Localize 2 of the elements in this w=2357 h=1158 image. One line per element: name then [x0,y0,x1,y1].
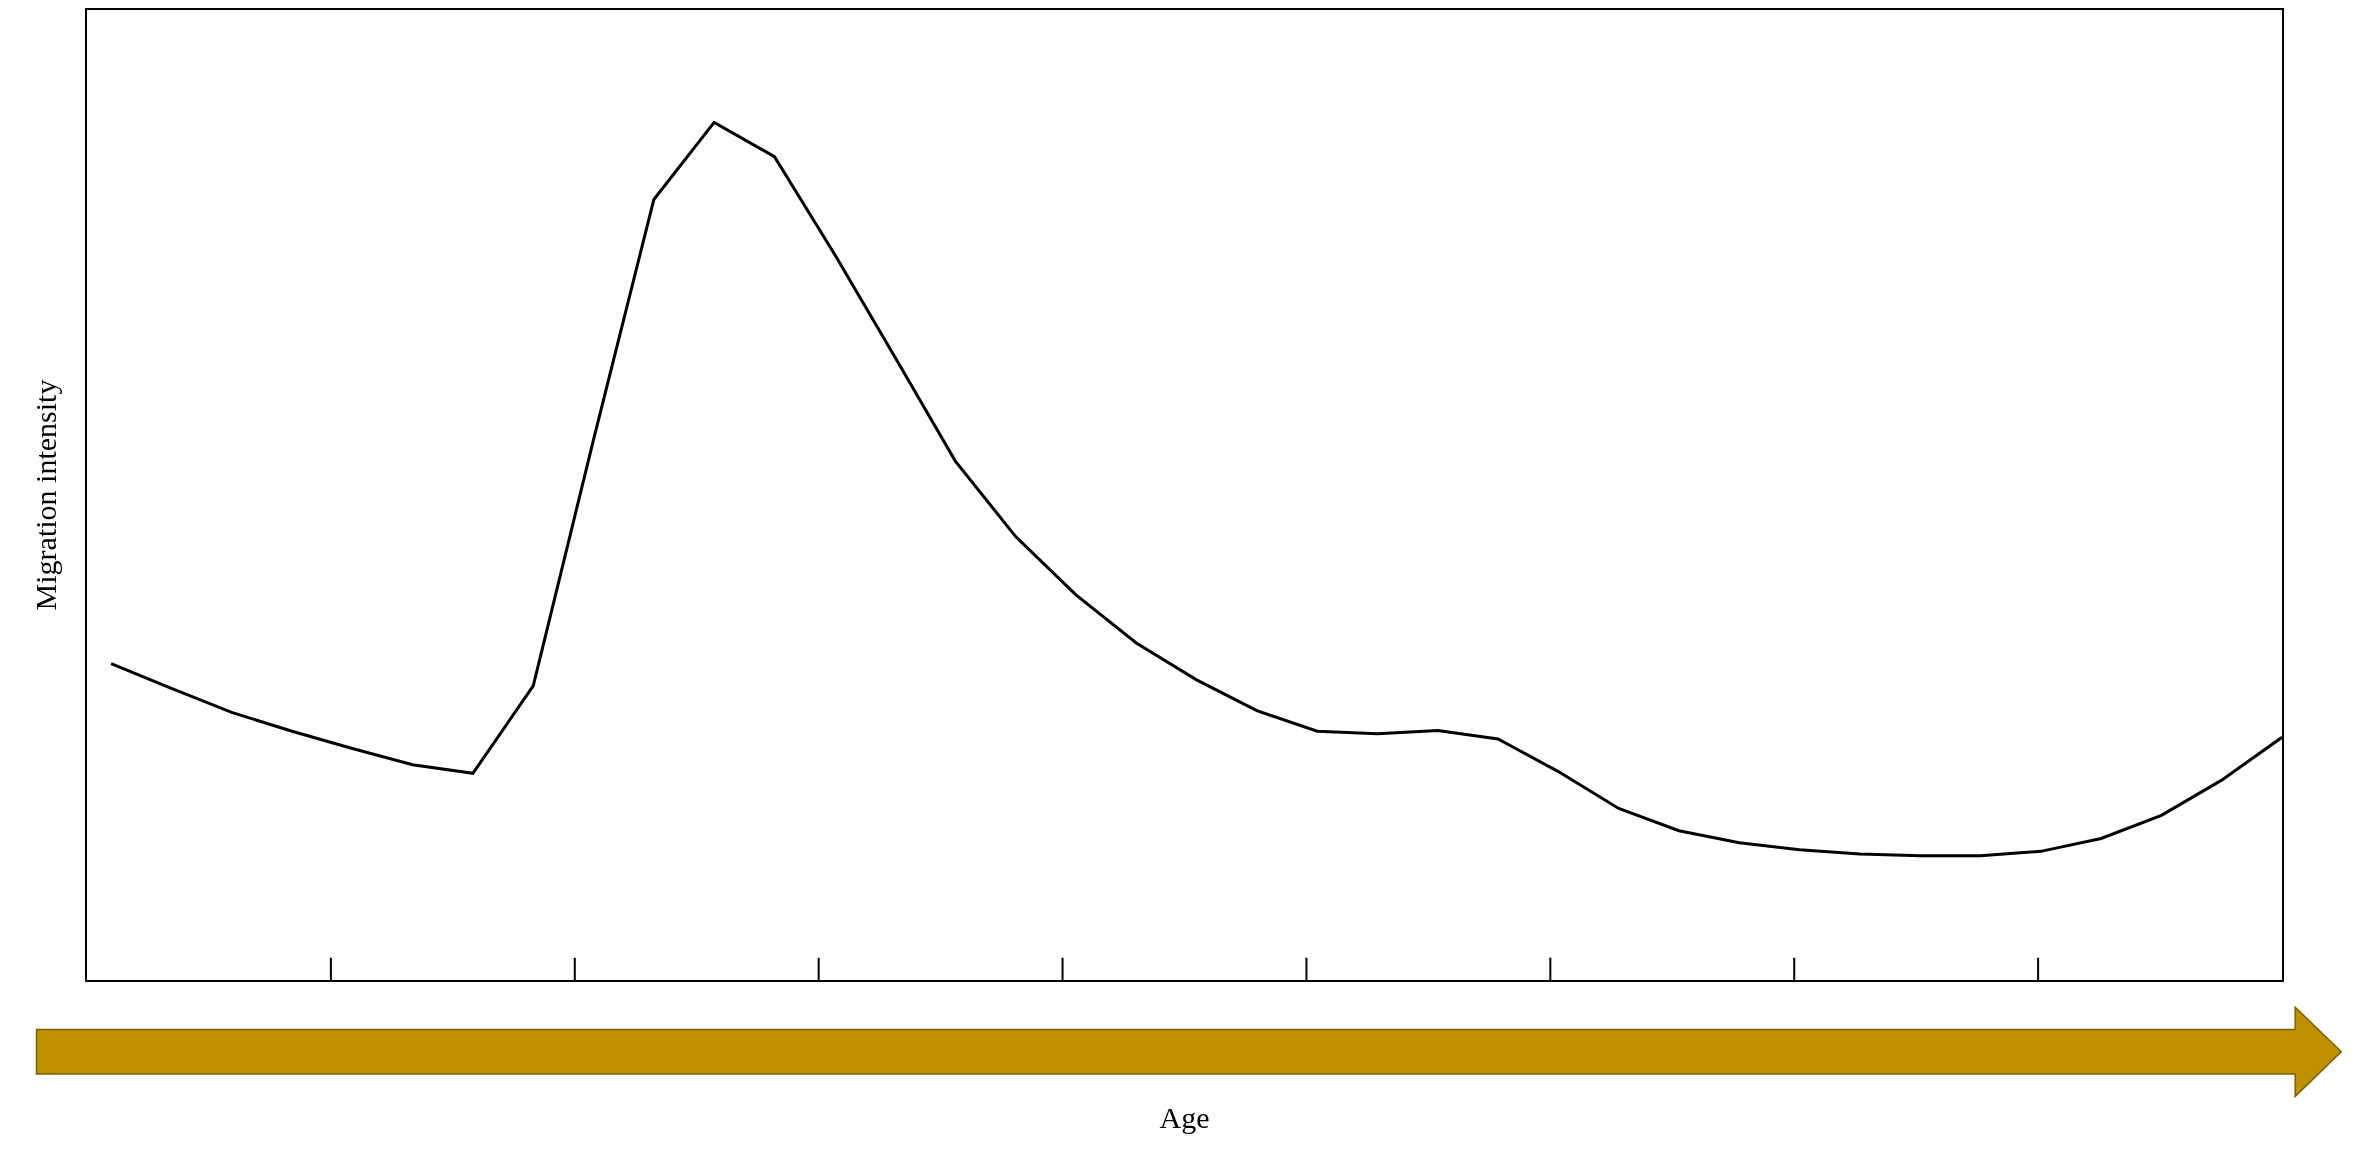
x-axis-title: Age [1159,1101,1210,1134]
y-axis-title: Migration intensity [28,379,62,611]
